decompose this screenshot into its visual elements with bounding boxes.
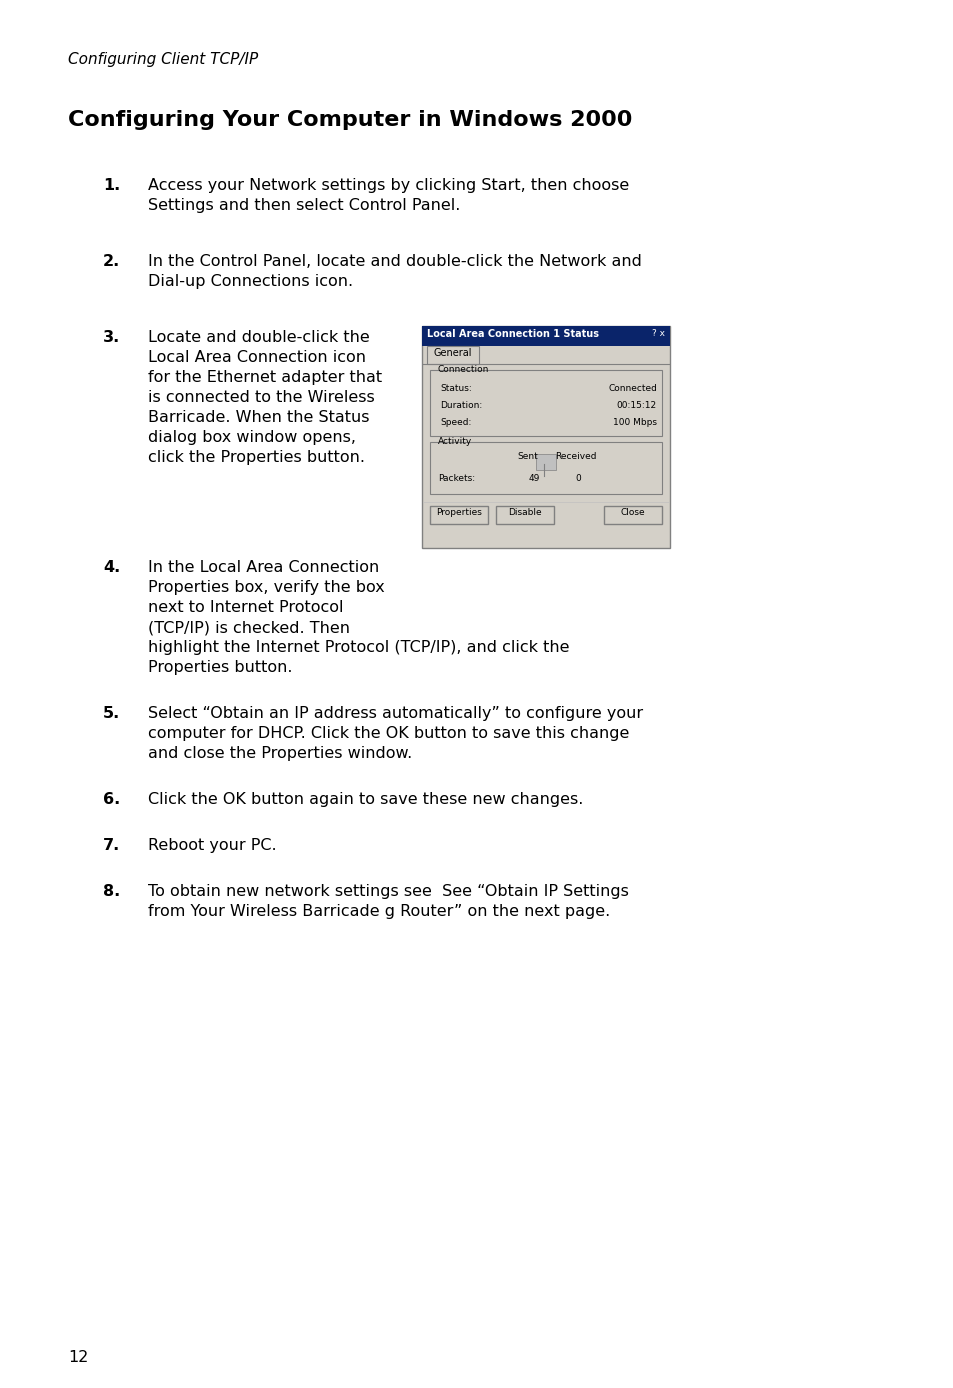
Text: next to Internet Protocol: next to Internet Protocol: [148, 600, 343, 615]
Text: 7.: 7.: [103, 838, 120, 854]
Text: Configuring Your Computer in Windows 2000: Configuring Your Computer in Windows 200…: [68, 110, 632, 130]
Text: (TCP/IP) is checked. Then: (TCP/IP) is checked. Then: [148, 620, 350, 634]
Text: 1.: 1.: [103, 178, 120, 193]
Text: for the Ethernet adapter that: for the Ethernet adapter that: [148, 371, 382, 384]
Text: 5.: 5.: [103, 706, 120, 720]
Text: 4.: 4.: [103, 559, 120, 575]
Text: click the Properties button.: click the Properties button.: [148, 450, 365, 465]
Text: Status:: Status:: [439, 384, 471, 393]
Text: Properties button.: Properties button.: [148, 661, 293, 675]
Bar: [430, 441, 661, 494]
Text: Disable: Disable: [508, 508, 541, 516]
Text: Activity: Activity: [437, 437, 472, 446]
Text: Access your Network settings by clicking Start, then choose: Access your Network settings by clicking…: [148, 178, 629, 193]
Bar: [496, 507, 554, 525]
Bar: [430, 507, 488, 525]
Text: Dial-up Connections icon.: Dial-up Connections icon.: [148, 273, 353, 289]
Text: Locate and double-click the: Locate and double-click the: [148, 330, 370, 346]
Text: Properties box, verify the box: Properties box, verify the box: [148, 580, 384, 595]
Text: In the Control Panel, locate and double-click the Network and: In the Control Panel, locate and double-…: [148, 254, 641, 269]
Text: is connected to the Wireless: is connected to the Wireless: [148, 390, 375, 405]
Bar: [421, 326, 669, 346]
Text: 2.: 2.: [103, 254, 120, 269]
Text: 12: 12: [68, 1351, 89, 1364]
Bar: [536, 454, 556, 471]
Bar: [430, 371, 661, 436]
Text: Speed:: Speed:: [439, 418, 471, 428]
Text: Settings and then select Control Panel.: Settings and then select Control Panel.: [148, 198, 460, 212]
Text: Barricade. When the Status: Barricade. When the Status: [148, 409, 369, 425]
Text: from Your Wireless Barricade g Router” on the next page.: from Your Wireless Barricade g Router” o…: [148, 904, 610, 919]
Text: computer for DHCP. Click the OK button to save this change: computer for DHCP. Click the OK button t…: [148, 726, 629, 741]
Text: 6.: 6.: [103, 793, 120, 806]
Text: 8.: 8.: [103, 884, 120, 899]
Text: Received: Received: [555, 452, 597, 461]
Text: highlight the Internet Protocol (TCP/IP), and click the: highlight the Internet Protocol (TCP/IP)…: [148, 640, 569, 655]
Text: 0: 0: [575, 473, 580, 483]
Text: Local Area Connection 1 Status: Local Area Connection 1 Status: [427, 329, 598, 339]
Bar: [421, 326, 669, 548]
Text: Connected: Connected: [607, 384, 657, 393]
Text: 49: 49: [528, 473, 539, 483]
Text: Sent: Sent: [517, 452, 537, 461]
Text: Properties: Properties: [436, 508, 481, 516]
Text: 3.: 3.: [103, 330, 120, 346]
Text: 00:15:12: 00:15:12: [617, 401, 657, 409]
Bar: [603, 507, 661, 525]
Text: Click the OK button again to save these new changes.: Click the OK button again to save these …: [148, 793, 583, 806]
Text: In the Local Area Connection: In the Local Area Connection: [148, 559, 379, 575]
Text: Connection: Connection: [437, 365, 489, 373]
Text: Packets:: Packets:: [437, 473, 475, 483]
Text: and close the Properties window.: and close the Properties window.: [148, 745, 412, 761]
Text: Local Area Connection icon: Local Area Connection icon: [148, 350, 366, 365]
Text: ? x: ? x: [651, 329, 664, 339]
Text: General: General: [434, 348, 472, 358]
Text: 100 Mbps: 100 Mbps: [613, 418, 657, 428]
Text: dialog box window opens,: dialog box window opens,: [148, 430, 355, 446]
Text: Configuring Client TCP/IP: Configuring Client TCP/IP: [68, 51, 258, 67]
Text: Close: Close: [620, 508, 644, 516]
Text: Reboot your PC.: Reboot your PC.: [148, 838, 276, 854]
Text: To obtain new network settings see  See “Obtain IP Settings: To obtain new network settings see See “…: [148, 884, 628, 899]
Bar: [427, 346, 478, 364]
Text: Select “Obtain an IP address automatically” to configure your: Select “Obtain an IP address automatical…: [148, 706, 642, 720]
Text: Duration:: Duration:: [439, 401, 482, 409]
